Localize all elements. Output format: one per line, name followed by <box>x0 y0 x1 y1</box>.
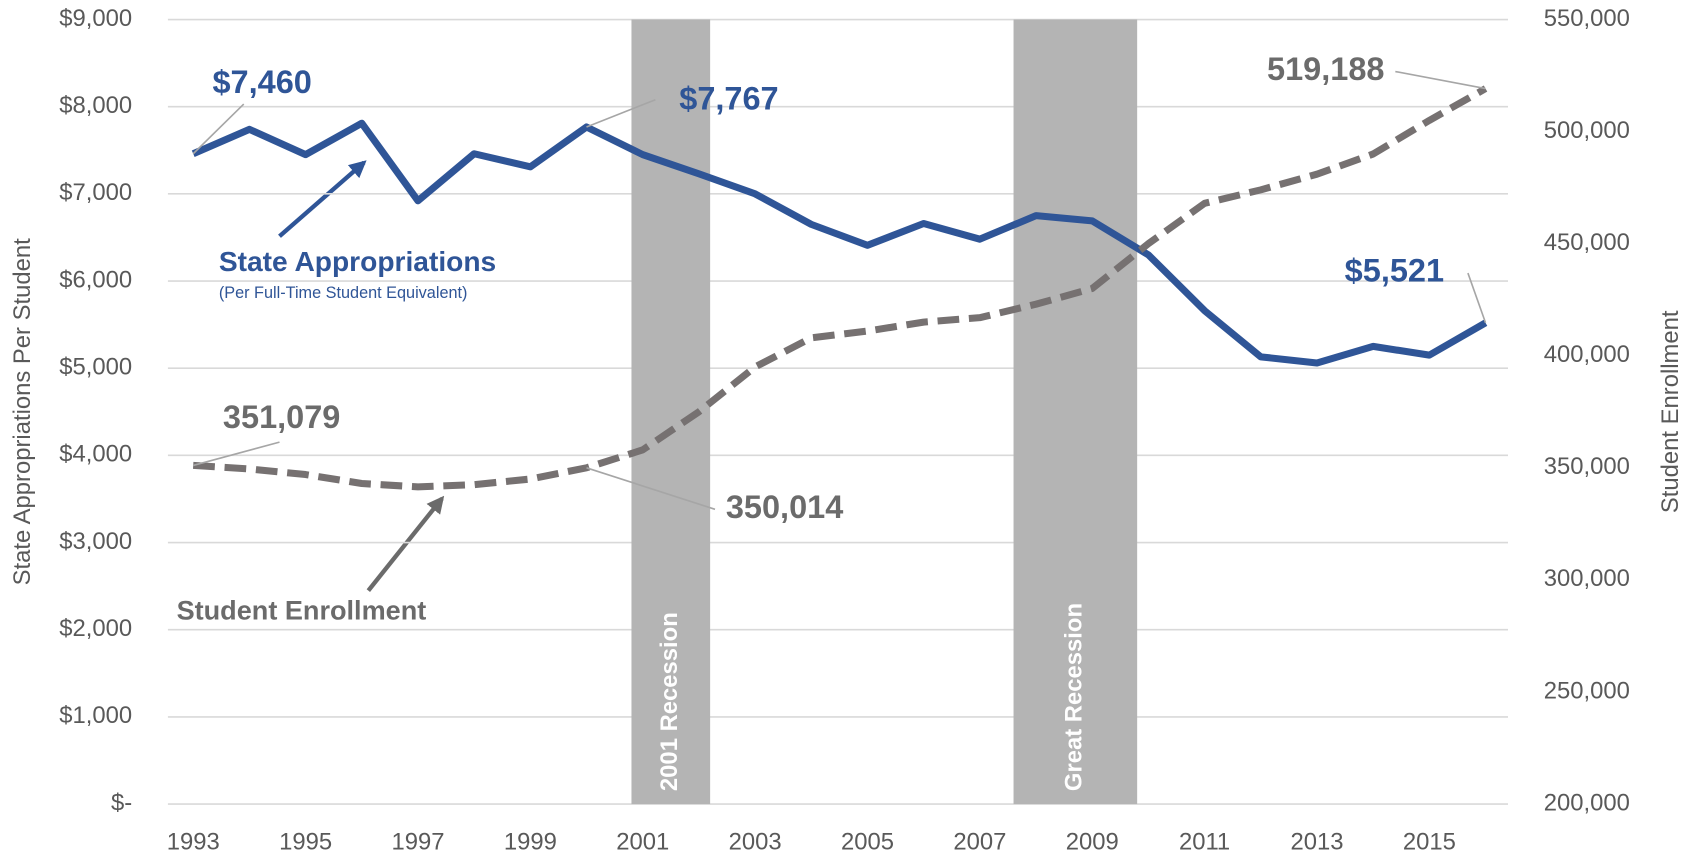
x-tick-label: 1993 <box>167 828 220 855</box>
y2-axis-title: Student Enrollment <box>1657 310 1684 513</box>
data-label: 350,014 <box>726 489 843 525</box>
y-tick-label: $9,000 <box>59 5 132 32</box>
y2-tick-label: 250,000 <box>1544 677 1630 704</box>
y-tick-label: $4,000 <box>59 441 132 468</box>
x-tick-label: 1997 <box>391 828 444 855</box>
leader-line <box>192 441 280 467</box>
y2-tick-label: 400,000 <box>1544 341 1630 368</box>
y-axis-title: State Appropriations Per Student <box>9 238 36 585</box>
x-tick-label: 2005 <box>841 828 894 855</box>
leader-line <box>586 467 716 511</box>
series-line <box>191 119 1488 367</box>
x-tick-label: 1995 <box>279 828 332 855</box>
data-label: 351,079 <box>223 399 340 435</box>
y-tick-label: $6,000 <box>59 266 132 293</box>
y2-tick-label: 350,000 <box>1544 453 1630 480</box>
y-tick-label: $- <box>111 789 132 816</box>
x-tick-label: 2011 <box>1179 828 1230 855</box>
leader-line <box>192 103 245 155</box>
series-label: Student Enrollment <box>177 594 427 625</box>
x-tick-label: 2003 <box>729 828 782 855</box>
x-tick-label: 2009 <box>1066 828 1119 855</box>
y-tick-label: $2,000 <box>59 615 132 642</box>
recession-band <box>1013 19 1138 805</box>
y2-tick-label: 200,000 <box>1544 789 1630 816</box>
x-tick-label: 2001 <box>616 828 669 855</box>
y-tick-label: $5,000 <box>59 353 132 380</box>
series-label: State Appropriations <box>219 245 496 277</box>
y-tick-label: $8,000 <box>59 92 132 119</box>
leader-line <box>586 98 656 128</box>
x-tick-label: 2013 <box>1290 828 1343 855</box>
arrow <box>366 495 445 592</box>
data-label: $7,460 <box>212 64 311 100</box>
y2-tick-label: 500,000 <box>1544 117 1630 144</box>
data-label: $5,521 <box>1345 253 1444 289</box>
x-tick-label: 2015 <box>1403 828 1456 855</box>
x-tick-label: 1999 <box>504 828 557 855</box>
leader-line <box>1395 70 1486 90</box>
leader-line <box>1467 272 1487 324</box>
y2-tick-label: 300,000 <box>1544 565 1630 592</box>
y-tick-label: $3,000 <box>59 528 132 555</box>
y-tick-label: $1,000 <box>59 702 132 729</box>
band-label: 2001 Recession <box>656 612 683 791</box>
series-subtitle: (Per Full-Time Student Equivalent) <box>219 284 468 302</box>
data-label: $7,767 <box>679 80 778 116</box>
band-label: Great Recession <box>1061 603 1088 791</box>
arrow <box>278 160 367 238</box>
y2-tick-label: 550,000 <box>1544 5 1630 32</box>
y2-tick-label: 450,000 <box>1544 229 1630 256</box>
series-line <box>192 85 1488 491</box>
data-label: 519,188 <box>1267 51 1384 87</box>
x-tick-label: 2007 <box>953 828 1006 855</box>
y-tick-label: $7,000 <box>59 179 132 206</box>
